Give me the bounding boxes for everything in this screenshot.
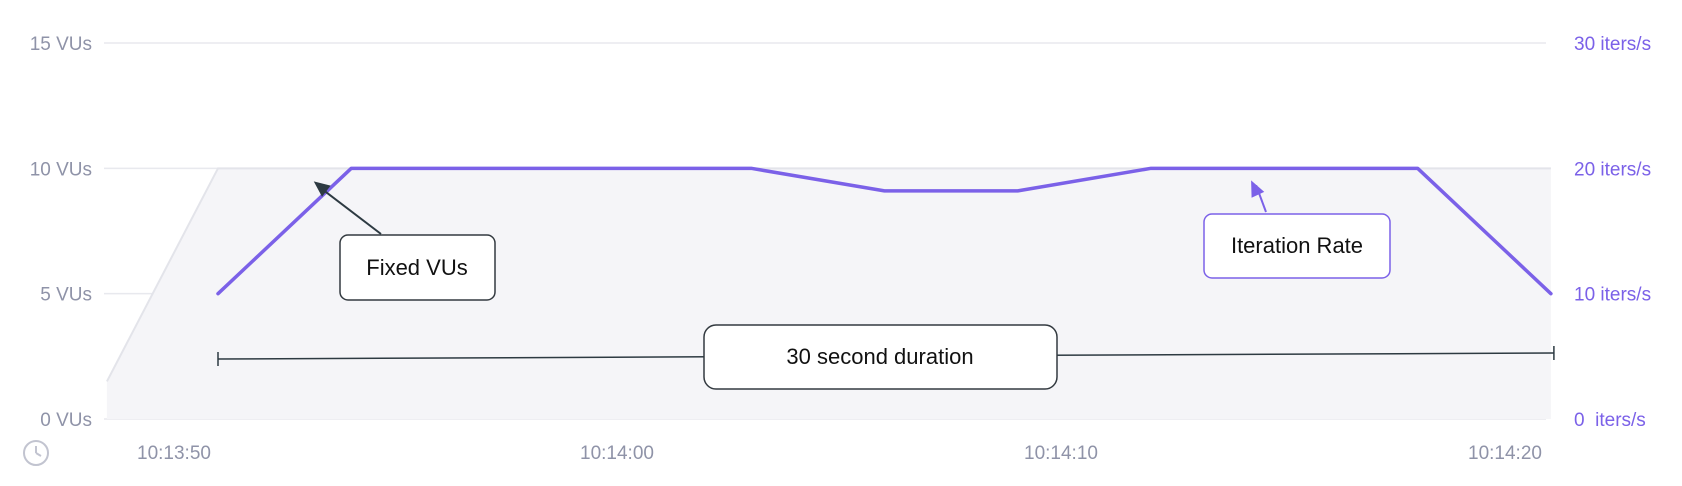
iteration-rate-label: Iteration Rate	[1231, 233, 1363, 258]
y-left-tick-label: 10 VUs	[30, 159, 92, 180]
fixed-vus-arrow-head	[313, 181, 331, 197]
duration-label: 30 second duration	[786, 344, 973, 369]
y-left-tick-label: 15 VUs	[30, 34, 92, 55]
fixed-vus-label-box	[339, 234, 496, 301]
duration-label-box	[703, 324, 1058, 390]
fixed-vus-annotation: Fixed VUs	[313, 181, 496, 301]
iteration-rate-line	[216, 166, 1553, 296]
x-tick-label: 10:14:20	[1468, 443, 1542, 464]
iteration-rate-annotation: Iteration Rate	[1203, 180, 1391, 279]
fixed-vus-label: Fixed VUs	[366, 255, 467, 280]
y-right-tick-label: 20 iters/s	[1574, 159, 1651, 180]
vus-area-fill	[106, 168, 1551, 419]
clock-icon[interactable]	[23, 440, 49, 466]
x-axis: 10:13:50 10:14:00 10:14:10 10:14:20	[137, 443, 1542, 464]
x-tick-label: 10:13:50	[137, 443, 211, 464]
iteration-rate-arrow-head	[1251, 180, 1265, 198]
y-left-tick-label: 5 VUs	[40, 285, 92, 306]
iteration-rate-label-box	[1203, 213, 1391, 279]
x-tick-label: 10:14:10	[1024, 443, 1098, 464]
x-tick-label: 10:14:00	[580, 443, 654, 464]
y-axis-left: 0 VUs 5 VUs 10 VUs 15 VUs	[30, 34, 92, 431]
y-right-tick-label: 30 iters/s	[1574, 34, 1651, 55]
fixed-vus-arrow-line	[319, 186, 382, 235]
y-right-tick-label: 0 iters/s	[1574, 410, 1646, 431]
y-right-tick-label: 10 iters/s	[1574, 285, 1651, 306]
y-left-tick-label: 0 VUs	[40, 410, 92, 431]
vus-area-edge	[106, 167, 1551, 382]
vus-area	[106, 167, 1551, 419]
iteration-rate-series	[216, 166, 1553, 296]
y-axis-right: 0 iters/s 10 iters/s 20 iters/s 30 iters/s	[1574, 34, 1651, 431]
duration-annotation: 30 second duration	[217, 324, 1555, 390]
